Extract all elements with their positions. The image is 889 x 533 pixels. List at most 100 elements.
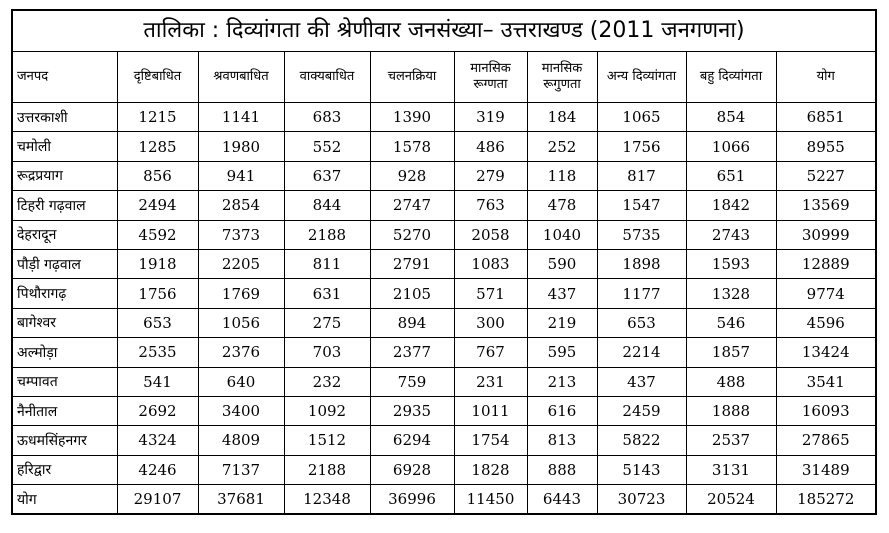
table-row: देहरादून 4592 7373 2188 5270 2058 1040 5735 2743…	[13, 219, 875, 250]
value-cell: 232	[283, 366, 371, 397]
value-cell: 941	[197, 160, 285, 192]
value-cell: 16093	[775, 395, 875, 427]
value-cell: 5227	[775, 160, 875, 192]
value-cell: 279	[453, 160, 528, 192]
district-name-cell: हरिद्वार	[13, 454, 118, 486]
value-cell: 1769	[197, 278, 285, 309]
value-cell: 2459	[596, 395, 687, 427]
value-cell: 759	[369, 366, 455, 397]
value-cell: 2188	[283, 454, 371, 486]
value-cell: 1390	[369, 101, 455, 133]
value-cell: 1888	[685, 395, 777, 427]
value-cell: 1328	[685, 278, 777, 309]
value-cell: 5143	[596, 454, 687, 486]
value-cell: 2105	[369, 278, 455, 309]
value-cell: 5270	[369, 219, 455, 250]
value-cell: 488	[685, 366, 777, 397]
value-cell: 118	[526, 160, 598, 192]
value-cell: 27865	[775, 425, 875, 456]
value-cell: 1918	[116, 248, 199, 280]
value-cell: 2188	[283, 219, 371, 250]
value-cell: 1285	[116, 131, 199, 162]
value-cell: 2791	[369, 248, 455, 280]
value-cell: 4596	[775, 307, 875, 339]
table-row: उत्तरकाशी 1215 1141 683 1390 319 184 1065 854 685…	[13, 101, 875, 133]
table-row: चमोली 1285 1980 552 1578 486 252 1756 1066 8955	[13, 131, 875, 162]
value-cell: 1066	[685, 131, 777, 162]
value-cell: 13569	[775, 190, 875, 221]
value-cell: 13424	[775, 337, 875, 368]
value-cell: 2494	[116, 190, 199, 221]
value-cell: 651	[685, 160, 777, 192]
value-cell: 2376	[197, 337, 285, 368]
value-cell: 12348	[283, 484, 371, 514]
value-cell: 763	[453, 190, 528, 221]
value-cell: 541	[116, 366, 199, 397]
value-cell: 20524	[685, 484, 777, 514]
value-cell: 595	[526, 337, 598, 368]
value-cell: 640	[197, 366, 285, 397]
value-cell: 1512	[283, 425, 371, 456]
value-cell: 1980	[197, 131, 285, 162]
table-row: अल्मोड़ा 2535 2376 703 2377 767 595 2214 1857 134…	[13, 337, 875, 368]
value-cell: 231	[453, 366, 528, 397]
column-header-speech: वाक्यबाधित	[283, 52, 371, 103]
value-cell: 437	[526, 278, 598, 309]
value-cell: 1215	[116, 101, 199, 133]
value-cell: 1898	[596, 248, 687, 280]
total-row: योग 29107 37681 12348 36996 11450 6443 30723 205…	[13, 484, 875, 514]
value-cell: 1011	[453, 395, 528, 427]
district-name-cell: बागेश्वर	[13, 307, 118, 339]
value-cell: 928	[369, 160, 455, 192]
value-cell: 3541	[775, 366, 875, 397]
column-header-hearing: श्रवणबाधित	[197, 52, 285, 103]
table-container: तालिका : दिव्यांगता की श्रेणीवार जनसंख्य…	[11, 9, 877, 516]
value-cell: 213	[526, 366, 598, 397]
value-cell: 552	[283, 131, 371, 162]
value-cell: 1754	[453, 425, 528, 456]
column-header-other: अन्य दिव्यांगता	[596, 52, 687, 103]
value-cell: 888	[526, 454, 598, 486]
value-cell: 30999	[775, 219, 875, 250]
table-row: नैनीताल 2692 3400 1092 2935 1011 616 2459 1888 16…	[13, 395, 875, 427]
value-cell: 4324	[116, 425, 199, 456]
value-cell: 844	[283, 190, 371, 221]
value-cell: 894	[369, 307, 455, 339]
value-cell: 3131	[685, 454, 777, 486]
value-cell: 219	[526, 307, 598, 339]
value-cell: 7373	[197, 219, 285, 250]
value-cell: 1842	[685, 190, 777, 221]
value-cell: 2747	[369, 190, 455, 221]
value-cell: 275	[283, 307, 371, 339]
value-cell: 252	[526, 131, 598, 162]
value-cell: 637	[283, 160, 371, 192]
value-cell: 7137	[197, 454, 285, 486]
value-cell: 1756	[596, 131, 687, 162]
table-row: बागेश्वर 653 1056 275 894 300 219 653 546 4596	[13, 307, 875, 339]
value-cell: 1092	[283, 395, 371, 427]
value-cell: 36996	[369, 484, 455, 514]
district-name-cell: चमोली	[13, 131, 118, 162]
value-cell: 683	[283, 101, 371, 133]
value-cell: 2854	[197, 190, 285, 221]
value-cell: 29107	[116, 484, 199, 514]
table-title: तालिका : दिव्यांगता की श्रेणीवार जनसंख्य…	[13, 11, 875, 52]
value-cell: 767	[453, 337, 528, 368]
value-cell: 817	[596, 160, 687, 192]
column-header-multiple: बहु दिव्यांगता	[685, 52, 777, 103]
value-cell: 2058	[453, 219, 528, 250]
value-cell: 571	[453, 278, 528, 309]
value-cell: 6294	[369, 425, 455, 456]
column-header-mental-retardation: मानसिक रूगुणता	[526, 52, 598, 103]
district-name-cell: टिहरी गढ़वाल	[13, 190, 118, 221]
value-cell: 9774	[775, 278, 875, 309]
value-cell: 437	[596, 366, 687, 397]
value-cell: 1056	[197, 307, 285, 339]
value-cell: 1141	[197, 101, 285, 133]
value-cell: 854	[685, 101, 777, 133]
value-cell: 30723	[596, 484, 687, 514]
column-header-movement: चलनक्रिया	[369, 52, 455, 103]
value-cell: 1828	[453, 454, 528, 486]
value-cell: 1756	[116, 278, 199, 309]
value-cell: 1593	[685, 248, 777, 280]
